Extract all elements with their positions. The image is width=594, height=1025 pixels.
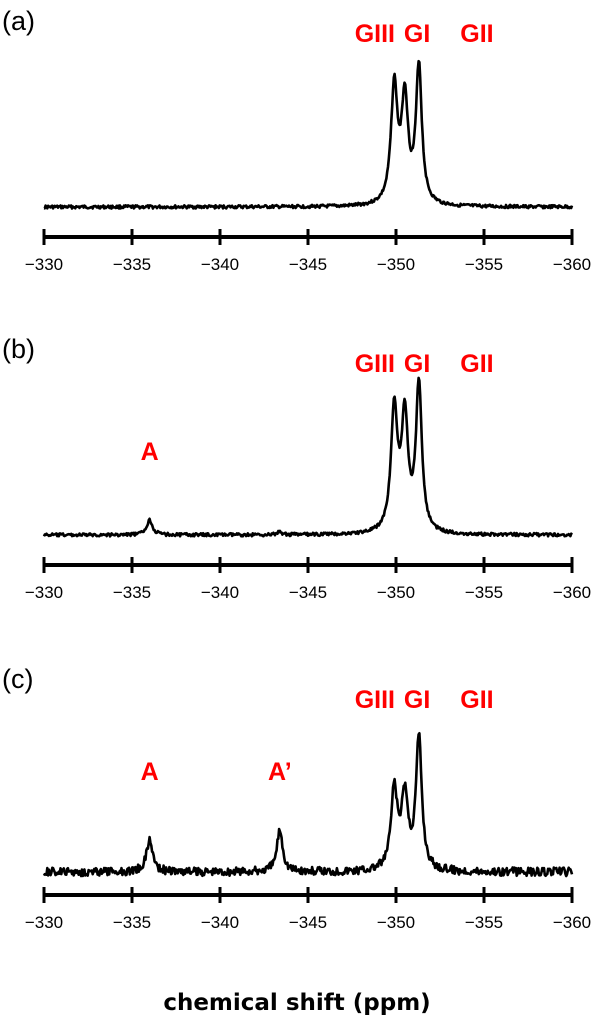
x-tick-label: −360 bbox=[553, 913, 591, 932]
panel-label: (a) bbox=[2, 6, 35, 36]
peak-annotation: GIII bbox=[355, 686, 395, 714]
peak-annotation: GI bbox=[404, 350, 430, 378]
x-tick-label: −350 bbox=[377, 913, 415, 932]
x-tick-label: −330 bbox=[25, 255, 63, 274]
spectrum-trace bbox=[42, 732, 574, 878]
peak-annotation: A bbox=[141, 758, 159, 786]
spectrum-trace bbox=[42, 376, 574, 538]
x-tick-label: −355 bbox=[465, 583, 503, 602]
x-tick-label: −335 bbox=[113, 913, 151, 932]
x-axis-title: chemical shift (ppm) bbox=[163, 990, 430, 1016]
x-tick-label: −340 bbox=[201, 583, 239, 602]
peak-annotation: GII bbox=[460, 350, 493, 378]
x-tick-label: −340 bbox=[201, 913, 239, 932]
spectrum-panel: (a) −330 −335 −340 −345 −350 −355 −360 GIII GI GII bbox=[2, 6, 591, 274]
x-tick-label: −345 bbox=[289, 913, 327, 932]
x-tick-label: −355 bbox=[465, 255, 503, 274]
x-tick-label: −360 bbox=[553, 255, 591, 274]
peak-annotation: GI bbox=[404, 20, 430, 48]
x-tick-label: −360 bbox=[553, 583, 591, 602]
peak-annotation: GIII bbox=[355, 350, 395, 378]
panel-label: (b) bbox=[2, 334, 35, 364]
peak-annotation: GII bbox=[460, 20, 493, 48]
peak-annotation: A bbox=[141, 438, 159, 466]
spectrum-trace bbox=[43, 59, 574, 210]
peak-annotation: GIII bbox=[355, 20, 395, 48]
x-tick-label: −330 bbox=[25, 583, 63, 602]
x-tick-label: −350 bbox=[377, 255, 415, 274]
x-tick-label: −330 bbox=[25, 913, 63, 932]
spectrum-panel: (c) −330 −335 −340 −345 −350 −355 −360 A A’ GIII GI… bbox=[2, 664, 591, 932]
x-tick-label: −350 bbox=[377, 583, 415, 602]
x-tick-label: −345 bbox=[289, 583, 327, 602]
x-tick-label: −355 bbox=[465, 913, 503, 932]
peak-annotation: A’ bbox=[268, 758, 292, 786]
spectrum-panel: (b) −330 −335 −340 −345 −350 −355 −360 A GIII GI GI… bbox=[2, 334, 591, 602]
panel-label: (c) bbox=[2, 664, 33, 694]
x-tick-label: −345 bbox=[289, 255, 327, 274]
x-tick-label: −340 bbox=[201, 255, 239, 274]
peak-annotation: GII bbox=[460, 686, 493, 714]
x-tick-label: −335 bbox=[113, 583, 151, 602]
peak-annotation: GI bbox=[404, 686, 430, 714]
x-tick-label: −335 bbox=[113, 255, 151, 274]
